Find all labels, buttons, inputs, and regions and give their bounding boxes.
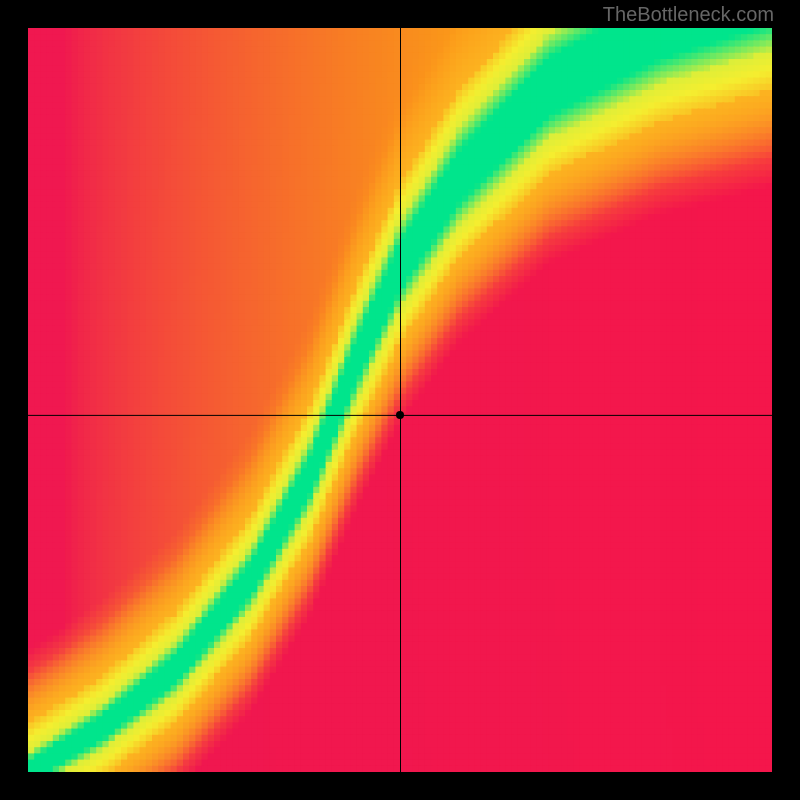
heatmap-canvas (28, 28, 772, 772)
heatmap-plot (28, 28, 772, 772)
chart-frame: TheBottleneck.com (0, 0, 800, 800)
watermark-text: TheBottleneck.com (603, 4, 774, 27)
